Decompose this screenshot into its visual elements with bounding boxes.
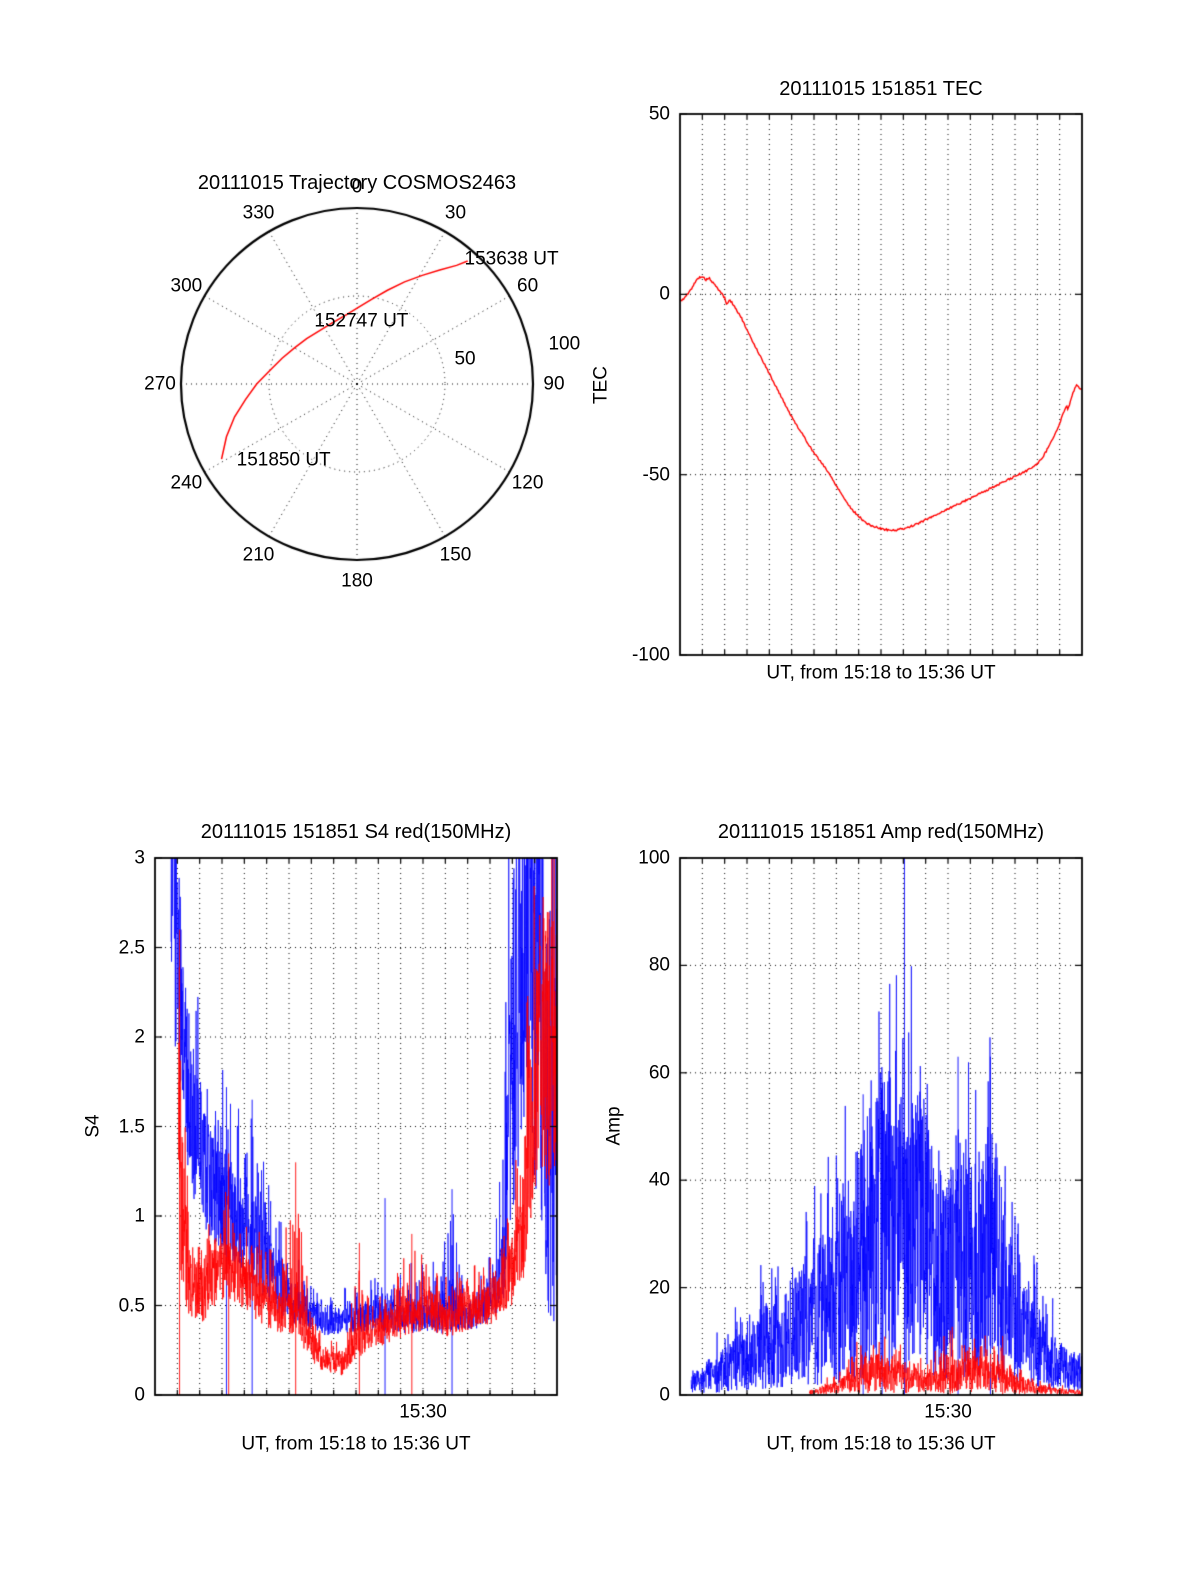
amp-xtick-label: 15:30 (924, 1401, 972, 1423)
polar-azimuth-label: 0 (351, 176, 363, 198)
s4-xlabel: UT, from 15:18 to 15:36 UT (241, 1433, 471, 1455)
polar-azimuth-label: 150 (439, 544, 472, 566)
tec-ytick-label: 0 (659, 283, 670, 305)
s4-ytick-label: 1 (134, 1205, 145, 1227)
amp-xlabel: UT, from 15:18 to 15:36 UT (766, 1433, 996, 1455)
amp-ytick-label: 100 (638, 847, 670, 869)
amp-ytick-label: 80 (648, 954, 670, 976)
polar-azimuth-label: 60 (517, 275, 539, 296)
amp-ytick-label: 40 (648, 1169, 670, 1191)
amp-plot-title: 20111015 151851 Amp red(150MHz) (717, 821, 1045, 843)
s4-plot-title: 20111015 151851 S4 red(150MHz) (200, 821, 512, 843)
polar-annotation: 151850 UT (236, 449, 331, 471)
polar-azimuth-label: 300 (170, 275, 203, 296)
tec-ylabel: TEC (590, 366, 612, 404)
tec-ytick-label: 50 (648, 103, 670, 125)
polar-azimuth-label: 210 (242, 544, 275, 566)
tec-ytick-label: -100 (631, 644, 670, 666)
polar-azimuth-label: 120 (511, 472, 544, 493)
polar-azimuth-label: 90 (543, 373, 565, 395)
polar-azimuth-label: 240 (170, 472, 203, 493)
polar-annotation: 152747 UT (314, 310, 409, 332)
s4-ytick-label: 2 (134, 1026, 145, 1048)
polar-azimuth-label: 180 (341, 570, 373, 592)
amp-ylabel: Amp (603, 1106, 625, 1146)
s4-ytick-label: 2.5 (118, 937, 145, 958)
polar-annotation: 153638 UT (464, 248, 559, 270)
polar-azimuth-label: 270 (144, 373, 176, 395)
tec-xlabel: UT, from 15:18 to 15:36 UT (766, 662, 996, 684)
s4-ytick-label: 1.5 (118, 1116, 145, 1137)
s4-ytick-label: 0.5 (118, 1295, 145, 1316)
tec-plot-title: 20111015 151851 TEC (779, 78, 983, 100)
s4-xtick-label: 15:30 (399, 1401, 447, 1423)
polar-radial-label: 50 (454, 348, 476, 370)
s4-ytick-label: 0 (134, 1384, 145, 1406)
s4-ytick-label: 3 (134, 847, 145, 869)
amp-ytick-label: 0 (659, 1384, 670, 1406)
polar-radial-label: 100 (548, 333, 581, 355)
amp-ytick-label: 20 (648, 1277, 670, 1299)
tec-ytick-label: -50 (642, 464, 670, 486)
s4-ylabel: S4 (82, 1114, 104, 1138)
polar-azimuth-label: 30 (444, 202, 467, 224)
polar-azimuth-label: 330 (242, 202, 275, 224)
amp-ytick-label: 60 (648, 1062, 670, 1084)
trajectory-plot-title: 20111015 Trajectory COSMOS2463 (197, 172, 517, 194)
